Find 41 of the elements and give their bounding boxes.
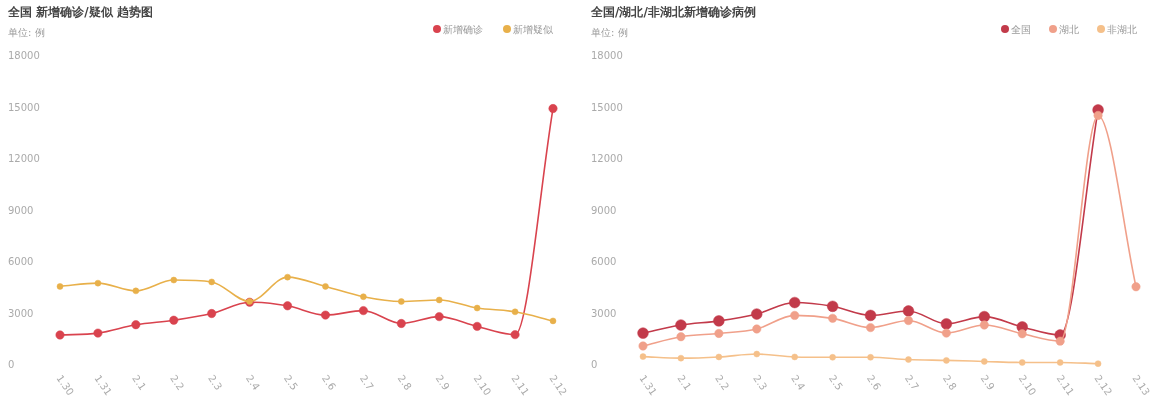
x-tick-label: 2.5: [281, 372, 301, 393]
x-tick-label: 2.4: [243, 372, 263, 393]
y-tick-label: 18000: [591, 50, 623, 61]
x-tick-label: 2.5: [826, 372, 846, 393]
x-tick-label: 2.1: [675, 372, 694, 393]
text: 单位: 例: [591, 27, 628, 38]
y-tick-label: 6000: [8, 256, 34, 267]
legend-label: 新增疑似: [513, 24, 553, 35]
y-tick-label: 3000: [591, 307, 617, 319]
y-tick-label: 15000: [591, 101, 623, 113]
chart-title: 全国/湖北/非湖北新增确诊病例: [590, 5, 756, 19]
x-tick-label: 2.4: [789, 372, 808, 393]
y-tick-label: 3000: [8, 307, 34, 319]
y-tick-label: 9000: [8, 204, 34, 216]
x-tick-label: 2.9: [978, 372, 997, 393]
x-tick-label: 2.7: [902, 372, 921, 393]
y-tick-label: 18000: [8, 50, 40, 61]
x-tick-label: 2.2: [168, 372, 187, 393]
x-tick-label: 2.1: [130, 372, 149, 393]
y-tick-label: 9000: [591, 204, 617, 216]
x-tick-label: 2.7: [357, 372, 376, 393]
y-tick-label: 12000: [591, 153, 623, 164]
x-tick-label: 2.3: [751, 372, 770, 393]
chart-title: 全国 新增确诊/疑似 趋势图: [7, 5, 153, 19]
legend-label: 新增确诊: [443, 24, 483, 35]
y-tick-label: 0: [8, 359, 15, 370]
text: 单位: 例: [8, 27, 45, 38]
x-tick-label: 2.6: [864, 372, 884, 393]
legend-label: 全国: [1011, 24, 1031, 35]
x-tick-label: 2.3: [206, 372, 225, 393]
legend-label: 非湖北: [1107, 24, 1137, 35]
legend-label: 湖北: [1059, 24, 1079, 35]
x-tick-label: 2.8: [395, 372, 414, 393]
y-tick-label: 12000: [8, 153, 40, 164]
y-tick-label: 0: [591, 359, 598, 370]
x-tick-label: 2.6: [319, 372, 338, 393]
x-tick-label: 2.8: [940, 372, 959, 393]
x-tick-label: 2.2: [713, 372, 732, 393]
y-tick-label: 15000: [8, 101, 40, 113]
x-tick-label: 2.9: [433, 372, 452, 393]
y-tick-label: 6000: [591, 256, 617, 267]
